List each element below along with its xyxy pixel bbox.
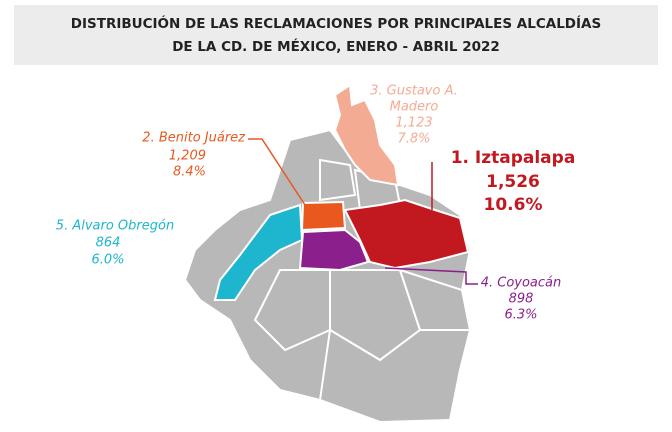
region-count: 864 (96, 236, 121, 251)
region-name: 1. Iztapalapa (451, 148, 576, 168)
region-percent: 7.8% (397, 132, 430, 147)
region-count: 1,209 (169, 149, 206, 164)
district (319, 158, 357, 202)
region-gustavo-a-madero (333, 83, 400, 187)
region-percent: 6.3% (504, 308, 537, 323)
district (318, 328, 472, 424)
leader-line (384, 267, 478, 285)
label-benito-juarez: 2. Benito Juárez 1,209 8.4% (142, 131, 246, 180)
region-count: 1,526 (486, 172, 540, 192)
label-iztapalapa: 1. Iztapalapa 1,526 10.6% (451, 148, 576, 215)
region-name: 5. Alvaro Obregón (56, 219, 174, 234)
title-band (14, 5, 658, 65)
region-coyoacan (298, 228, 370, 272)
title-line: DISTRIBUCIÓN DE LAS RECLAMACIONES POR PR… (71, 14, 601, 32)
title-line: DE LA CD. DE MÉXICO, ENERO - ABRIL 2022 (172, 38, 500, 55)
region-iztapalapa (343, 198, 470, 270)
region-alvaro-obregon (213, 203, 304, 301)
label-gustavo-a-madero: 3. Gustavo A. Madero 1,123 7.8% (370, 84, 458, 147)
region-benito-juarez (300, 200, 347, 232)
region-name: 3. Gustavo A. (370, 84, 458, 99)
leader-line (248, 138, 306, 206)
region-percent: 10.6% (484, 195, 543, 215)
label-coyoacan: 4. Coyoacán 898 6.3% (481, 276, 562, 323)
region-name: 2. Benito Juárez (142, 131, 246, 146)
region-count: 1,123 (395, 116, 432, 131)
map (183, 83, 472, 424)
region-name: 4. Coyoacán (481, 276, 562, 291)
region-name: Madero (390, 100, 439, 115)
region-count: 898 (509, 292, 534, 307)
label-alvaro-obregon: 5. Alvaro Obregón 864 6.0% (56, 219, 174, 268)
region-percent: 6.0% (91, 253, 124, 268)
region-percent: 8.4% (173, 165, 206, 180)
